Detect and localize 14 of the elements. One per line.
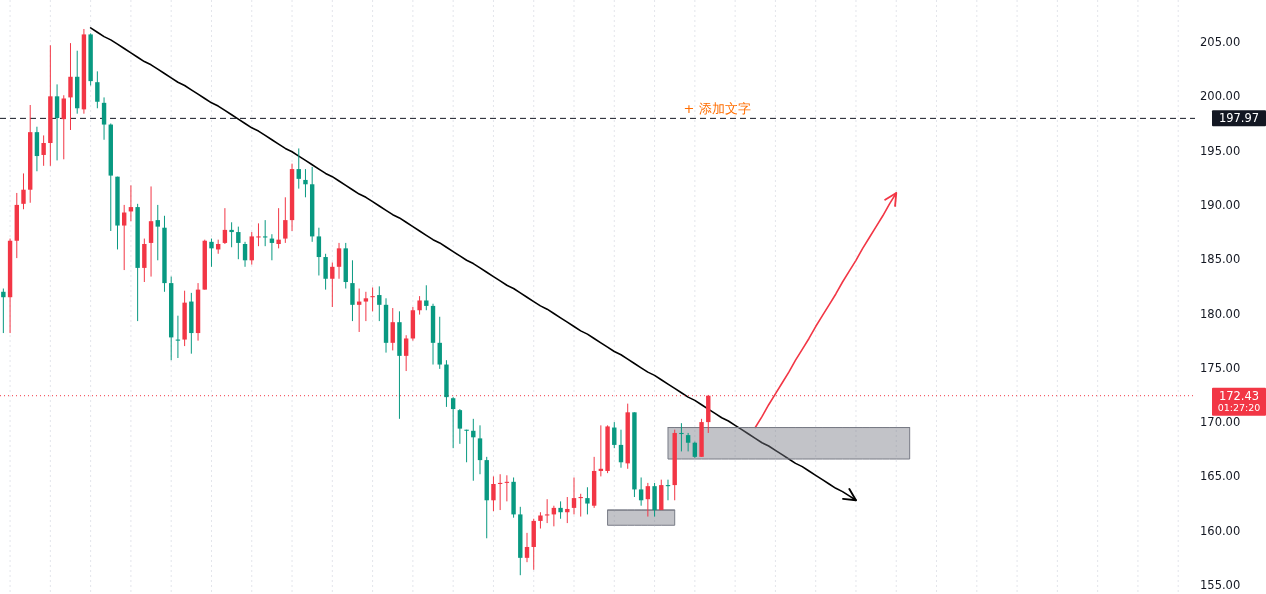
annotation: + 添加文字 [683,101,751,117]
y-tick-label: 190.00 [1200,197,1241,212]
y-tick-label: 180.00 [1200,306,1241,321]
y-tick-label: 155.00 [1200,577,1241,592]
y-tick-label: 195.00 [1200,143,1241,158]
y-tick-label: 200.00 [1200,89,1241,104]
y-tick-label: 185.00 [1200,252,1241,267]
y-tick-label: 165.00 [1200,469,1241,484]
y-tick-label: 160.00 [1200,523,1241,538]
ref-line-label: 197.97 [1218,111,1260,126]
y-tick-label: 205.00 [1200,35,1241,50]
ref-line-label: 172.43 [1218,388,1260,403]
y-tick-label: 170.00 [1200,415,1241,430]
y-tick-label: 175.00 [1200,360,1241,375]
